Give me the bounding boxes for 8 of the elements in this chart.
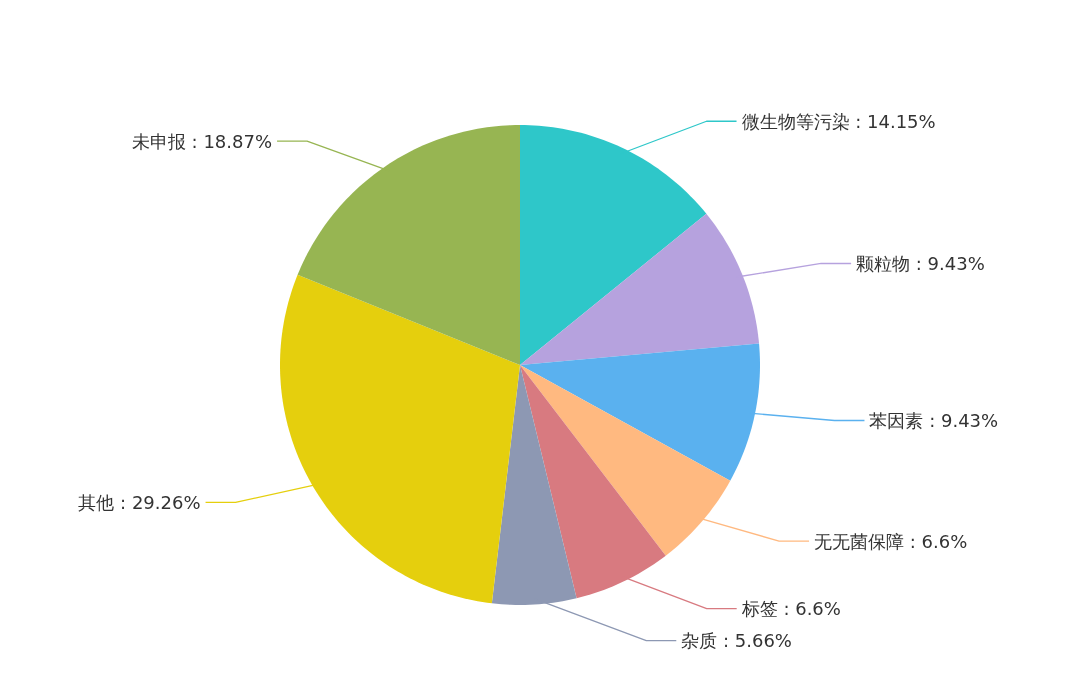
slice-label: 无无菌保障 : 6.6% xyxy=(814,530,968,552)
slice-label: 微生物等污染 : 14.15% xyxy=(741,110,936,132)
slice-label: 颗粒物 : 9.43% xyxy=(856,252,985,274)
slice-label: 杂质 : 5.66% xyxy=(681,630,792,652)
slice-label: 苯因素 : 9.43% xyxy=(869,410,999,431)
slice-label: 其他 : 29.26% xyxy=(78,491,201,513)
slice-label: 未申报 : 18.87% xyxy=(131,130,273,152)
slice-label: 标签 : 6.6% xyxy=(740,598,841,620)
